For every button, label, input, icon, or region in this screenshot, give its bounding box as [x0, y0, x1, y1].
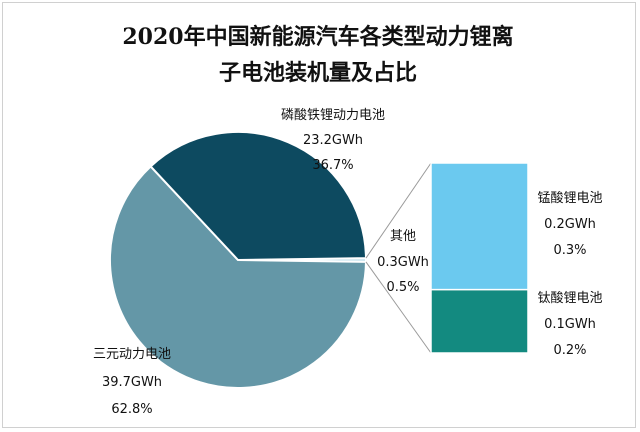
slice-label-other-name: 其他 — [390, 229, 416, 244]
bar-label-lmo-name: 锰酸锂电池 — [537, 191, 602, 206]
pie-slice-ncm — [109, 164, 368, 389]
bar-label-lto-name: 钛酸锂电池 — [537, 291, 602, 306]
pie-slice-lfp — [149, 131, 368, 262]
chart-title-line-2: 子电池装机量及占比 — [219, 60, 417, 86]
other-breakdown-bar — [430, 162, 529, 354]
bar-label-lto-value: 0.1GWh — [544, 317, 596, 332]
pie-slices — [109, 131, 368, 389]
slice-label-lfp-percent: 36.7% — [312, 158, 353, 173]
slice-label-lfp-name: 磷酸铁锂动力电池 — [281, 108, 385, 123]
bar-segment-lto — [430, 288, 529, 354]
slice-label-other-percent: 0.5% — [386, 280, 419, 295]
connector-line-top — [365, 162, 432, 259]
chart-title-line-1: 2020年中国新能源汽车各类型动力锂离 — [122, 24, 513, 50]
connector-lines — [365, 162, 432, 354]
slice-label-ncm-percent: 62.8% — [111, 402, 152, 417]
connector-line-bottom — [365, 261, 432, 354]
bar-label-lmo-value: 0.2GWh — [544, 217, 596, 232]
bar-segment-lmo — [430, 162, 529, 291]
slice-label-ncm-value: 39.7GWh — [102, 375, 162, 390]
bar-label-lmo-percent: 0.3% — [553, 243, 586, 258]
slice-label-lfp-value: 23.2GWh — [303, 133, 363, 148]
slice-label-other-value: 0.3GWh — [377, 255, 429, 270]
bar-label-lto-percent: 0.2% — [553, 343, 586, 358]
slice-label-ncm-name: 三元动力电池 — [93, 347, 171, 362]
